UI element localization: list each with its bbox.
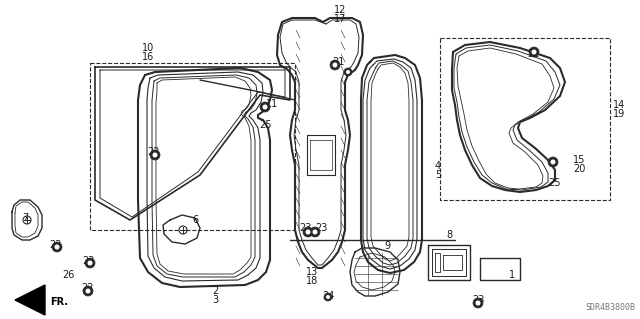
Text: 25: 25 — [259, 120, 271, 130]
Text: 14: 14 — [613, 100, 625, 110]
Circle shape — [54, 244, 60, 249]
Text: 12: 12 — [334, 5, 346, 15]
Circle shape — [529, 47, 539, 57]
Text: 16: 16 — [142, 52, 154, 62]
Text: 4: 4 — [435, 161, 441, 171]
Text: 23: 23 — [315, 223, 328, 233]
Circle shape — [344, 68, 352, 76]
Polygon shape — [15, 285, 45, 315]
Text: 1: 1 — [509, 270, 515, 280]
Circle shape — [262, 105, 268, 109]
Circle shape — [473, 298, 483, 308]
Text: 7: 7 — [22, 213, 28, 223]
Circle shape — [548, 157, 558, 167]
Circle shape — [88, 261, 93, 265]
Text: 22: 22 — [148, 147, 160, 157]
Text: 3: 3 — [212, 295, 218, 305]
Circle shape — [312, 229, 317, 234]
Text: 15: 15 — [573, 155, 586, 165]
Circle shape — [324, 293, 332, 301]
Text: FR.: FR. — [50, 297, 68, 307]
Circle shape — [52, 242, 62, 252]
Text: 26: 26 — [62, 270, 74, 280]
Circle shape — [476, 300, 481, 306]
Circle shape — [86, 288, 90, 293]
Text: SDR4B3800B: SDR4B3800B — [585, 303, 635, 313]
Text: 13: 13 — [306, 267, 318, 277]
Text: 24: 24 — [322, 291, 334, 301]
Circle shape — [260, 102, 270, 112]
Text: 17: 17 — [334, 14, 346, 24]
Circle shape — [326, 295, 330, 299]
Circle shape — [85, 258, 95, 268]
Text: 10: 10 — [142, 43, 154, 53]
Circle shape — [83, 286, 93, 296]
Text: 9: 9 — [384, 241, 390, 251]
Text: 8: 8 — [446, 230, 452, 240]
Text: 18: 18 — [306, 276, 318, 286]
Text: 22: 22 — [527, 49, 540, 59]
Circle shape — [531, 49, 536, 55]
Text: 19: 19 — [613, 109, 625, 119]
Circle shape — [152, 152, 157, 158]
Text: 23: 23 — [472, 295, 484, 305]
Circle shape — [330, 60, 340, 70]
Text: 23: 23 — [82, 256, 94, 266]
Text: 2: 2 — [212, 286, 218, 296]
Text: 6: 6 — [192, 215, 198, 225]
Circle shape — [550, 160, 556, 165]
Text: 21: 21 — [332, 57, 344, 67]
Text: 25: 25 — [548, 178, 561, 188]
Circle shape — [310, 227, 320, 237]
Text: 23: 23 — [49, 240, 61, 250]
Text: 5: 5 — [435, 170, 441, 180]
Circle shape — [150, 150, 160, 160]
Text: 22: 22 — [82, 283, 94, 293]
Circle shape — [303, 227, 313, 237]
Circle shape — [305, 229, 310, 234]
Circle shape — [346, 70, 350, 74]
Text: 23: 23 — [299, 223, 311, 233]
Text: 20: 20 — [573, 164, 586, 174]
Text: 11: 11 — [266, 99, 278, 109]
Circle shape — [333, 63, 337, 68]
